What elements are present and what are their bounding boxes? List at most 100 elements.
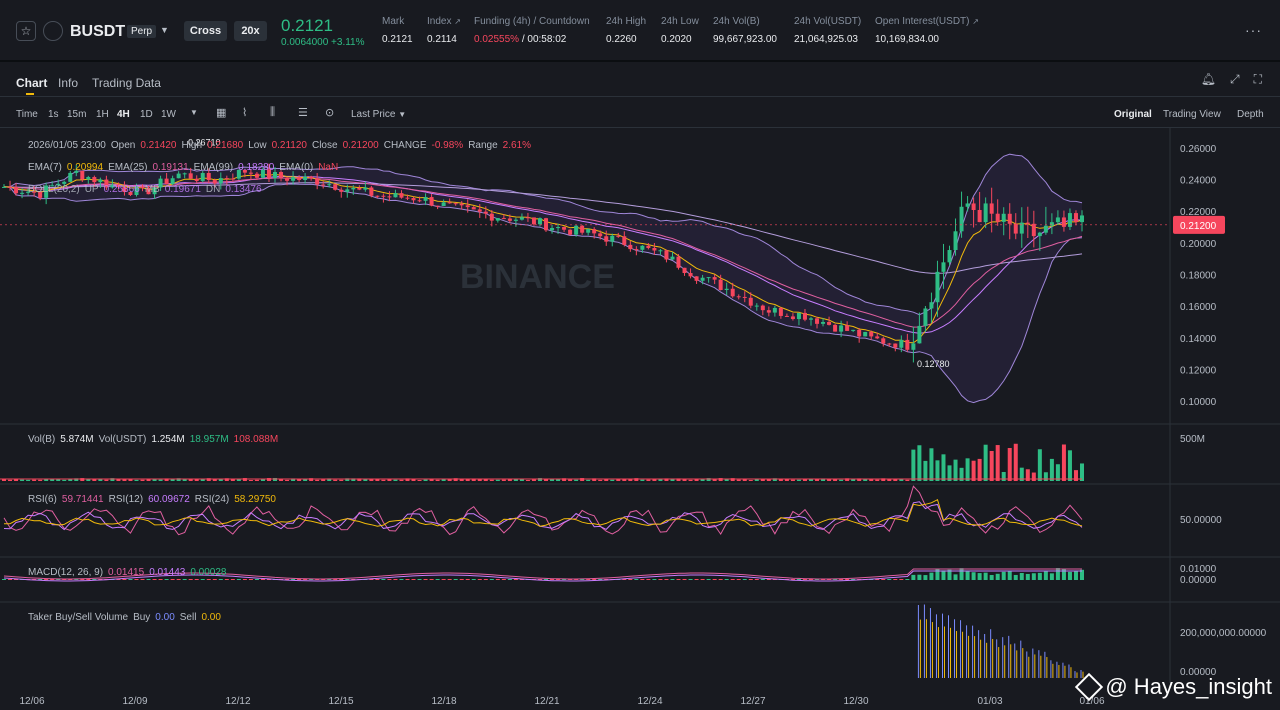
interval-1w[interactable]: 1W: [161, 109, 176, 120]
volume-bar: [465, 478, 470, 481]
candle-body: [658, 250, 663, 252]
candle-body: [369, 187, 374, 196]
macd-hist-bar: [622, 579, 627, 580]
volume-bar: [369, 478, 374, 481]
candle-body: [736, 296, 741, 298]
stat-open-interest: Open Interest(USDT) ↗ 10,169,834.00: [875, 16, 979, 45]
indicator-icon[interactable]: ⌇: [242, 107, 248, 119]
interval-1d[interactable]: 1D: [140, 109, 153, 120]
interval-4h[interactable]: 4H: [117, 109, 130, 120]
macd-hist-bar: [1073, 571, 1078, 580]
price-chart-svg[interactable]: BINANCE 0.26710 0.12780 0.26000 0.24000 0.2…: [0, 128, 1280, 710]
calendar-icon[interactable]: ▦: [216, 107, 227, 119]
macd-hist-bar: [74, 579, 79, 580]
view-trading-view[interactable]: Trading View: [1163, 109, 1221, 120]
volume-bar: [784, 479, 789, 481]
tab-info[interactable]: Info: [58, 76, 79, 90]
interval-time[interactable]: Time: [16, 109, 38, 120]
macd-hist-bar: [682, 579, 687, 580]
macd-hist-bar: [200, 579, 205, 580]
interval-1s[interactable]: 1s: [48, 109, 59, 120]
fullscreen-icon[interactable]: ⛶: [1253, 72, 1262, 86]
volume-bar: [279, 479, 284, 481]
alert-bell-icon[interactable]: 🔔︎: [1200, 72, 1216, 86]
candle-body: [8, 186, 13, 188]
candle-body: [122, 186, 127, 193]
macd-hist-bar: [92, 579, 97, 580]
candle-body: [742, 296, 747, 298]
interval-1h[interactable]: 1H: [96, 109, 109, 120]
volume-bar: [14, 478, 19, 481]
symbol-dropdown-caret-icon[interactable]: ▼: [160, 25, 169, 35]
settings-list-icon[interactable]: ☰: [298, 107, 308, 119]
macd-hist-bar: [513, 579, 518, 580]
macd-hist-bar: [98, 579, 103, 580]
macd-hist-bar: [182, 579, 187, 580]
macd-hist-bar: [1055, 568, 1060, 580]
macd-hist-bar: [1025, 573, 1030, 580]
boll-upper-line: [3, 153, 1083, 316]
symbol-name[interactable]: BUSDT: [70, 23, 126, 40]
macd-hist-bar: [194, 579, 199, 580]
macd-axis-tick: 0.01000: [1180, 564, 1217, 575]
volume-bar: [327, 478, 332, 481]
favorite-star-icon[interactable]: ☆: [16, 21, 36, 41]
tab-chart[interactable]: Chart: [16, 76, 48, 90]
candle-body: [941, 262, 946, 272]
coin-logo-icon: [43, 21, 63, 41]
volume-bar: [315, 479, 320, 481]
last-price-tag-label: 0.21200: [1180, 221, 1217, 232]
candle-body: [327, 184, 332, 186]
margin-mode-button[interactable]: Cross: [184, 21, 227, 41]
tab-trading-data[interactable]: Trading Data: [92, 76, 161, 90]
candle-body: [128, 192, 133, 195]
volume-bar: [724, 478, 729, 481]
volume-bar: [134, 479, 139, 481]
chart-type-icon[interactable]: ⫼: [270, 106, 276, 118]
macd-hist-bar: [989, 575, 994, 580]
macd-hist-bar: [218, 579, 223, 580]
candle-body: [694, 276, 699, 281]
candle-body: [525, 217, 530, 219]
candle-body: [242, 169, 247, 173]
macd-hist-bar: [592, 579, 597, 580]
volume-bar: [652, 478, 657, 481]
volume-bar: [116, 478, 121, 481]
view-original[interactable]: Original: [1114, 109, 1152, 120]
volume-bar: [760, 478, 765, 481]
chart-watermark: BINANCE: [460, 258, 615, 296]
macd-hist-bar: [417, 579, 422, 580]
macd-hist-bar: [790, 579, 795, 580]
interval-dropdown-icon[interactable]: ▼: [190, 108, 198, 117]
price-type-select[interactable]: Last Price ▼: [351, 109, 407, 120]
macd-hist-bar: [128, 579, 133, 580]
candle-body: [146, 187, 151, 195]
volume-bar: [718, 478, 723, 481]
interval-15m[interactable]: 15m: [67, 109, 87, 120]
macd-hist-bar: [995, 573, 1000, 580]
expand-icon[interactable]: ⤢: [1229, 72, 1240, 86]
volume-bar: [411, 478, 416, 481]
candle-body: [923, 308, 928, 326]
candle-body: [14, 187, 19, 194]
leverage-button[interactable]: 20x: [234, 21, 267, 41]
more-options-icon[interactable]: ···: [1245, 22, 1262, 38]
macd-hist-bar: [718, 579, 723, 580]
macd-hist-bar: [435, 579, 440, 580]
macd-hist-bar: [580, 579, 585, 580]
candle-body: [917, 325, 922, 344]
volume-bar: [544, 479, 549, 481]
candle-body: [92, 177, 97, 183]
view-depth[interactable]: Depth: [1237, 109, 1264, 120]
candle-body: [700, 277, 705, 281]
candle-body: [519, 217, 524, 220]
candle-body: [1019, 222, 1024, 234]
drawing-tools-icon[interactable]: ⊙: [325, 107, 335, 119]
chart-area[interactable]: BINANCE 0.26710 0.12780 0.26000 0.24000 0.2…: [0, 128, 1280, 710]
candle-body: [580, 225, 585, 233]
volume-bar: [212, 478, 217, 481]
candle-body: [531, 217, 536, 225]
macd-hist-bar: [2, 579, 6, 580]
candle-body: [357, 187, 362, 190]
candle-body: [604, 236, 609, 242]
